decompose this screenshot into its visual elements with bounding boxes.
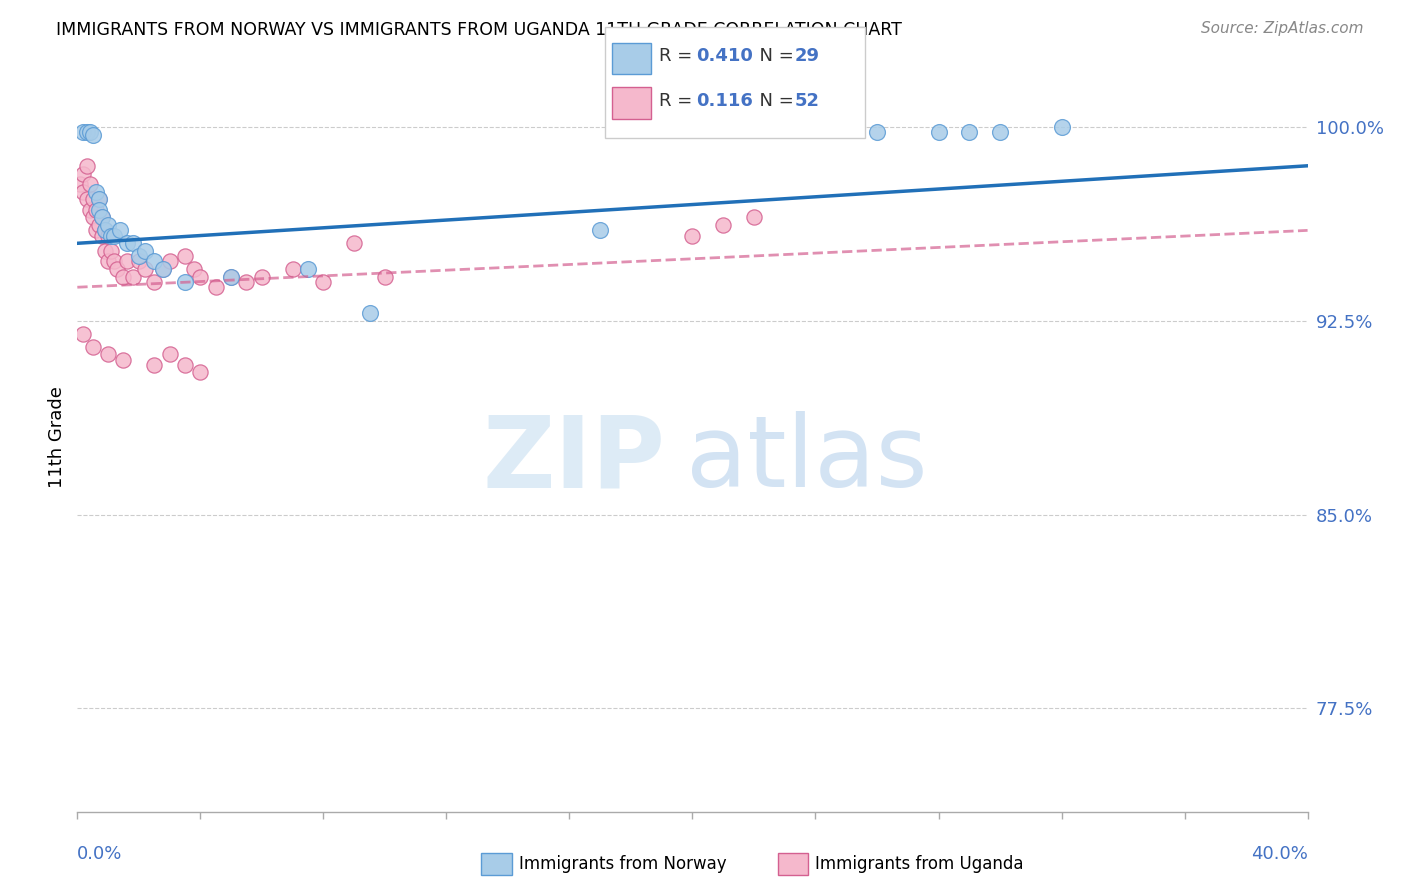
Point — [87, 193, 110, 207]
Point — [84, 185, 107, 199]
Point — [84, 202, 107, 217]
Point — [97, 254, 120, 268]
Text: 29: 29 — [794, 47, 820, 65]
Point — [76, 159, 98, 173]
Text: 0.410: 0.410 — [696, 47, 752, 65]
Point — [188, 366, 212, 380]
Point — [957, 125, 980, 139]
Point — [928, 125, 950, 139]
Point — [742, 211, 765, 225]
Point — [174, 358, 197, 372]
Point — [100, 228, 122, 243]
Point — [134, 244, 156, 258]
Point — [589, 223, 612, 237]
Point — [82, 128, 104, 142]
Point — [84, 223, 107, 237]
Point — [235, 275, 257, 289]
Point — [97, 347, 120, 361]
Y-axis label: 11th Grade: 11th Grade — [48, 386, 66, 488]
Point — [219, 269, 242, 284]
Point — [121, 269, 143, 284]
Point — [143, 254, 166, 268]
Point — [359, 306, 381, 320]
Point — [152, 262, 174, 277]
Point — [115, 254, 138, 268]
Point — [143, 275, 166, 289]
Point — [87, 218, 110, 232]
Point — [87, 202, 110, 217]
Point — [90, 228, 114, 243]
Point — [204, 280, 226, 294]
Point — [79, 125, 101, 139]
Point — [82, 340, 104, 354]
Point — [121, 236, 143, 251]
Point — [97, 218, 120, 232]
Point — [134, 262, 156, 277]
Point — [219, 269, 242, 284]
Text: R =: R = — [659, 92, 699, 110]
Point — [94, 244, 117, 258]
Point — [112, 269, 135, 284]
Point — [128, 254, 150, 268]
Text: N =: N = — [748, 92, 800, 110]
Point — [105, 262, 128, 277]
Point — [76, 125, 98, 139]
Point — [79, 202, 101, 217]
Text: 0.0%: 0.0% — [77, 846, 122, 863]
Point — [988, 125, 1011, 139]
Point — [188, 269, 212, 284]
Point — [76, 193, 98, 207]
Point — [110, 223, 132, 237]
Text: ZIP: ZIP — [482, 411, 665, 508]
Text: 0.116: 0.116 — [696, 92, 752, 110]
Text: Immigrants from Norway: Immigrants from Norway — [519, 855, 727, 873]
Point — [69, 177, 91, 191]
Point — [103, 228, 125, 243]
Point — [72, 326, 94, 341]
Point — [87, 193, 110, 207]
Text: R =: R = — [659, 47, 699, 65]
Text: Source: ZipAtlas.com: Source: ZipAtlas.com — [1201, 21, 1364, 36]
Point — [90, 211, 114, 225]
Text: N =: N = — [748, 47, 800, 65]
Point — [97, 228, 120, 243]
Point — [343, 236, 366, 251]
Point — [1050, 120, 1073, 134]
Point — [159, 254, 181, 268]
Point — [312, 275, 335, 289]
Point — [72, 125, 94, 139]
Point — [174, 249, 197, 263]
Point — [94, 223, 117, 237]
Point — [128, 249, 150, 263]
Point — [79, 177, 101, 191]
Point — [250, 269, 273, 284]
Text: IMMIGRANTS FROM NORWAY VS IMMIGRANTS FROM UGANDA 11TH GRADE CORRELATION CHART: IMMIGRANTS FROM NORWAY VS IMMIGRANTS FRO… — [56, 21, 903, 38]
Point — [100, 244, 122, 258]
Text: 40.0%: 40.0% — [1251, 846, 1308, 863]
Point — [281, 262, 304, 277]
Point — [159, 347, 181, 361]
Point — [82, 211, 104, 225]
Point — [174, 275, 197, 289]
Point — [112, 352, 135, 367]
Point — [90, 211, 114, 225]
Point — [682, 228, 704, 243]
Point — [711, 218, 734, 232]
Point — [183, 262, 205, 277]
Point — [72, 185, 94, 199]
Point — [152, 262, 174, 277]
Point — [866, 125, 889, 139]
Point — [103, 254, 125, 268]
Point — [82, 193, 104, 207]
Text: 52: 52 — [794, 92, 820, 110]
Point — [374, 269, 396, 284]
Text: atlas: atlas — [686, 411, 928, 508]
Point — [297, 262, 319, 277]
Text: Immigrants from Uganda: Immigrants from Uganda — [815, 855, 1024, 873]
Point — [72, 167, 94, 181]
Point — [115, 236, 138, 251]
Point — [143, 358, 166, 372]
Point — [94, 223, 117, 237]
